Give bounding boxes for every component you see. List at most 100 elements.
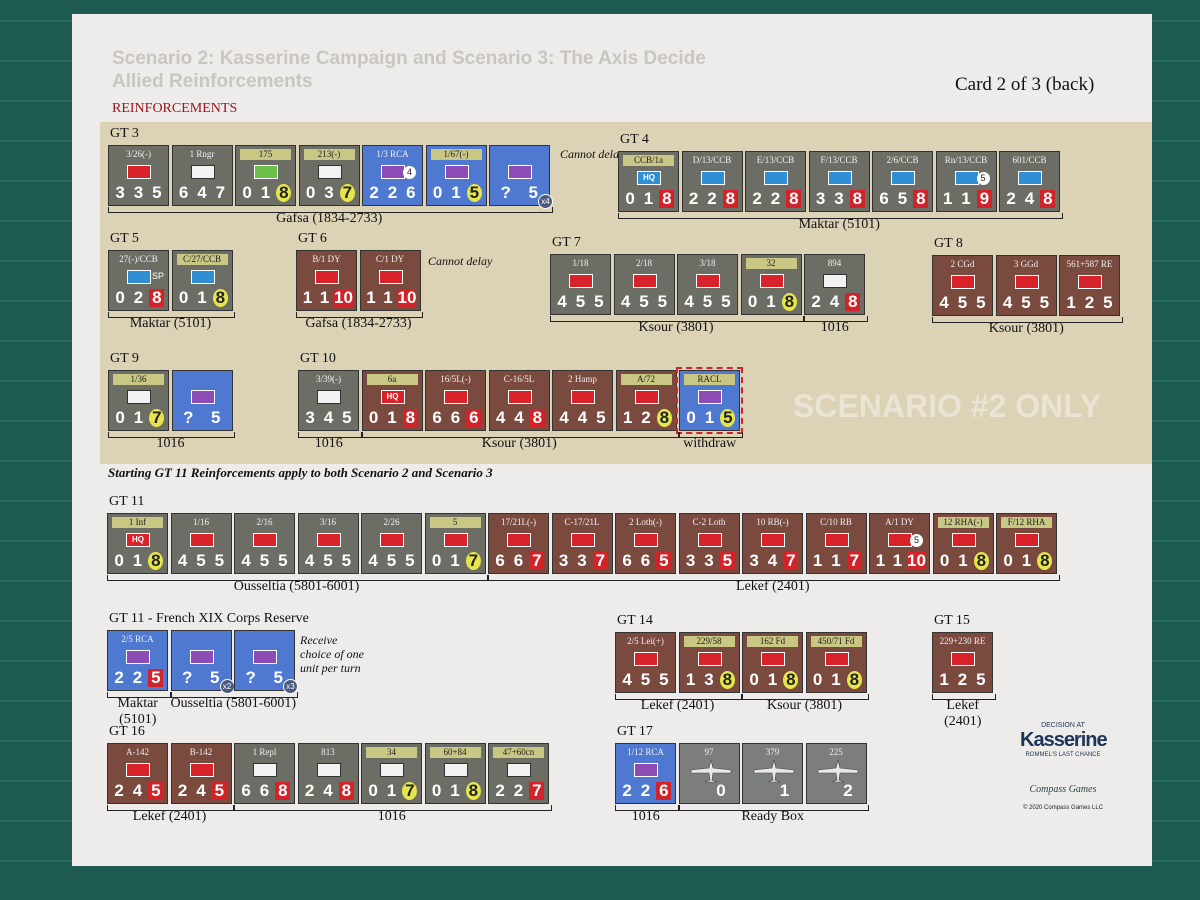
- group-label: GT 3: [110, 126, 139, 141]
- unit-name: 2/5 RCA: [121, 634, 154, 644]
- location-label: Lekef (2401): [132, 809, 207, 824]
- unit-stat: 3: [704, 551, 714, 570]
- unit-icon: HQ: [637, 171, 661, 185]
- unit-stat: 5: [702, 292, 713, 311]
- unit-stat: 5: [211, 408, 221, 427]
- location-label: Maktar (5101): [117, 696, 158, 727]
- unit-stat: 1: [812, 551, 823, 570]
- unit-stat: ?: [183, 408, 194, 427]
- logo: DECISION AT Kasserine ROMMEL'S LAST CHAN…: [1020, 722, 1108, 811]
- location-label: Gafsa (1834-2733): [276, 211, 383, 226]
- unit-stat: 2: [369, 183, 379, 202]
- unit-stat: 5: [721, 292, 731, 311]
- unit-stat: 8: [149, 289, 165, 307]
- unit-stat: 3: [577, 551, 587, 570]
- unit-name: 60+84: [429, 747, 481, 758]
- logo-sub: ROMMEL'S LAST CHANCE: [1025, 752, 1101, 758]
- unit-icon: [634, 390, 659, 404]
- unit-stat: 10: [397, 288, 417, 307]
- unit-name: 34: [366, 747, 417, 758]
- unit-icon: [507, 763, 531, 777]
- location-bracket: [108, 207, 553, 213]
- plane-icon: [690, 759, 731, 783]
- location-bracket: [107, 575, 488, 581]
- unit-icon: [632, 274, 657, 288]
- unit-stat: 8: [846, 671, 862, 689]
- unit-stat: 4: [197, 183, 207, 202]
- unit-icon: [1014, 275, 1039, 289]
- unit-stat: 8: [276, 184, 292, 202]
- unit-stat: 1: [386, 781, 397, 800]
- unit-stat: 0: [368, 408, 379, 427]
- unit-name: 1/18: [572, 258, 589, 268]
- unit-stat: 5: [720, 409, 736, 427]
- group-label: GT 11: [109, 494, 145, 509]
- unit-badge: 4: [403, 166, 416, 179]
- unit-stats: ? 5: [237, 669, 292, 687]
- group-label: GT 5: [110, 231, 139, 246]
- location-label: Ksour (3801): [766, 698, 843, 713]
- unit-name: 379: [765, 747, 780, 757]
- unit-stat: 4: [323, 781, 333, 800]
- unit-stat: 5: [594, 292, 604, 311]
- unit-counter: 3 GGd 4 5 5: [995, 255, 1057, 316]
- copyright: © 2020 Compass Games LLC: [1022, 805, 1104, 811]
- unit-icon: [634, 763, 658, 777]
- unit-stat: 4: [196, 781, 206, 800]
- unit-stat: 8: [783, 671, 799, 689]
- unit-stat: 0: [115, 288, 125, 307]
- unit-counter: 32 0 1 8: [740, 254, 802, 315]
- group-label: GT 8: [934, 236, 963, 251]
- unit-icon: [127, 165, 151, 179]
- unit-stat: 5: [148, 782, 164, 800]
- unit-stat: 1: [958, 551, 968, 570]
- unit-name: B-142: [189, 747, 213, 757]
- unit-counter: F/13/CCB 3 3 8: [808, 151, 870, 212]
- unit-name: [239, 634, 290, 645]
- unit-icon: [253, 650, 277, 664]
- location-bracket: [296, 312, 423, 318]
- unit-name: 1 Repl: [252, 747, 277, 757]
- unit-name: 3/16: [319, 517, 336, 527]
- unit-icon: [126, 650, 150, 664]
- publisher: Compass Games: [1029, 784, 1097, 795]
- unit-icon: [127, 270, 151, 284]
- unit-counter: 1/36 0 1 7: [108, 370, 169, 431]
- unit-name: 16/5L(-): [440, 374, 471, 384]
- unit-stats: 1 1 10: [363, 289, 418, 307]
- unit-name: CCB/1a: [623, 155, 674, 166]
- unit-name: C/10 RB: [820, 517, 852, 527]
- unit-icon: [189, 533, 214, 547]
- unit-icon: [316, 533, 341, 547]
- group-label: GT 7: [552, 235, 581, 250]
- unit-counter: 17/21L(-) 6 6 7: [488, 513, 549, 574]
- unit-stat: 1: [450, 551, 460, 570]
- unit-stat: 8: [786, 190, 802, 208]
- unit-stat: 8: [1040, 190, 1056, 208]
- group-label: GT 4: [620, 132, 649, 147]
- group-label: GT 14: [617, 613, 653, 628]
- unit-counter: A/72 1 2 8: [615, 370, 677, 431]
- unit-name: [177, 374, 228, 385]
- location-bracket: [107, 692, 171, 698]
- unit-stat: 1: [451, 183, 461, 202]
- unit-stat: 5: [656, 552, 672, 570]
- unit-stat: 1: [685, 670, 696, 689]
- unit-name: 12 RHA(-): [937, 517, 989, 528]
- unit-stat: 1: [302, 288, 313, 307]
- unit-stat: 4: [622, 670, 632, 689]
- group-label: GT 11 - French XIX Corps Reserve: [109, 611, 309, 626]
- unit-stat: 4: [557, 292, 567, 311]
- unit-stat: 8: [659, 190, 675, 208]
